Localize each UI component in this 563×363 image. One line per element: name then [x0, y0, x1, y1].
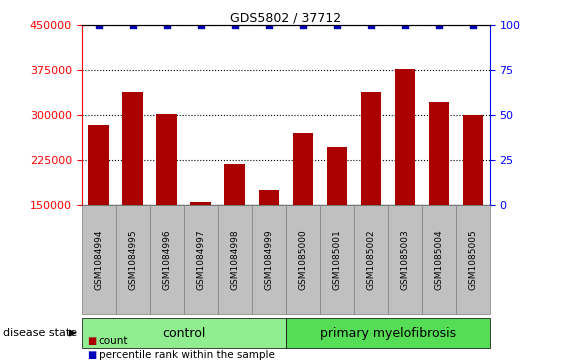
Text: GSM1085001: GSM1085001 [332, 229, 341, 290]
Text: GSM1084995: GSM1084995 [128, 229, 137, 290]
Bar [327, 147, 347, 295]
Bar [463, 115, 483, 295]
Point [94, 23, 103, 28]
Text: percentile rank within the sample: percentile rank within the sample [99, 350, 274, 360]
Text: count: count [99, 336, 128, 346]
Point [128, 23, 137, 28]
Point [332, 23, 341, 28]
Text: GSM1085005: GSM1085005 [468, 229, 477, 290]
Bar [190, 202, 211, 295]
Text: control: control [162, 327, 205, 339]
Text: GSM1085004: GSM1085004 [434, 229, 443, 290]
Point [196, 23, 205, 28]
Text: GSM1084994: GSM1084994 [94, 229, 103, 290]
Text: primary myelofibrosis: primary myelofibrosis [320, 327, 456, 339]
Point [400, 23, 409, 28]
Text: ■: ■ [87, 350, 96, 360]
Text: GSM1085000: GSM1085000 [298, 229, 307, 290]
Bar [258, 190, 279, 295]
Text: disease state: disease state [3, 328, 77, 338]
Point [264, 23, 273, 28]
Text: GSM1084996: GSM1084996 [162, 229, 171, 290]
Text: GSM1084997: GSM1084997 [196, 229, 205, 290]
Text: GSM1084999: GSM1084999 [264, 229, 273, 290]
Text: GSM1085002: GSM1085002 [367, 229, 376, 290]
Text: GSM1084998: GSM1084998 [230, 229, 239, 290]
Bar [360, 93, 381, 295]
Bar [88, 126, 109, 295]
Bar [428, 102, 449, 295]
Bar [157, 114, 177, 295]
Bar [123, 93, 143, 295]
Point [230, 23, 239, 28]
Title: GDS5802 / 37712: GDS5802 / 37712 [230, 11, 341, 24]
Text: GSM1085003: GSM1085003 [400, 229, 409, 290]
Point [468, 23, 477, 28]
Point [298, 23, 307, 28]
Point [434, 23, 443, 28]
Text: ■: ■ [87, 336, 96, 346]
Bar [293, 133, 313, 295]
Point [367, 23, 376, 28]
Bar [225, 164, 245, 295]
Point [162, 23, 171, 28]
Bar [395, 69, 415, 295]
